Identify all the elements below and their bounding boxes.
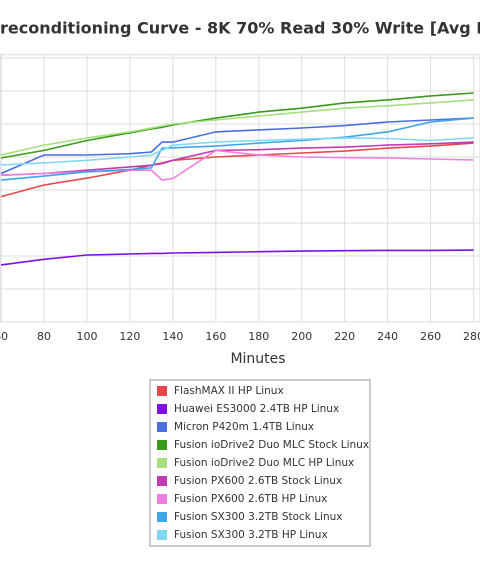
x-tick-label: 100 [76, 330, 97, 343]
legend-label: Fusion PX600 2.6TB HP Linux [174, 493, 327, 505]
legend-label: FlashMAX II HP Linux [174, 385, 284, 397]
legend-label: Micron P420m 1.4TB Linux [174, 421, 314, 433]
chart-title: reconditioning Curve - 8K 70% Read 30% W… [0, 19, 480, 38]
x-tick-label: 60 [0, 330, 8, 343]
legend-swatch [157, 458, 167, 468]
legend-label: Fusion ioDrive2 Duo MLC HP Linux [174, 457, 354, 469]
legend-swatch [157, 422, 167, 432]
plot-area [0, 54, 480, 323]
legend-label: Fusion SX300 3.2TB Stock Linux [174, 511, 343, 523]
legend-swatch [157, 404, 167, 414]
x-tick-label: 180 [248, 330, 269, 343]
x-tick-label: 200 [291, 330, 312, 343]
series-line [0, 142, 474, 198]
legend-label: Huawei ES3000 2.4TB HP Linux [174, 403, 339, 415]
series-line [0, 117, 474, 175]
x-tick-label: 280 [463, 330, 480, 343]
legend-swatch [157, 530, 167, 540]
x-tick-label: 220 [334, 330, 355, 343]
legend-label: Fusion ioDrive2 Duo MLC Stock Linux [174, 439, 369, 451]
legend-label: Fusion PX600 2.6TB Stock Linux [174, 475, 342, 487]
legend-swatch [157, 476, 167, 486]
x-tick-label: 240 [377, 330, 398, 343]
legend-swatch [157, 440, 167, 450]
x-axis-title: Minutes [230, 351, 285, 367]
legend-box [149, 379, 371, 547]
legend-swatch [157, 512, 167, 522]
legend-swatch [157, 494, 167, 504]
x-tick-label: 260 [420, 330, 441, 343]
x-tick-label: 140 [162, 330, 183, 343]
series-line [1, 141, 474, 176]
series-line [1, 117, 474, 181]
x-tick-label: 120 [119, 330, 140, 343]
x-tick-label: 160 [205, 330, 226, 343]
series-line [1, 137, 474, 166]
series-line [0, 249, 474, 266]
legend-swatch [157, 386, 167, 396]
series-line [0, 99, 474, 156]
x-tick-label: 80 [37, 330, 51, 343]
legend-label: Fusion SX300 3.2TB HP Linux [174, 529, 328, 541]
